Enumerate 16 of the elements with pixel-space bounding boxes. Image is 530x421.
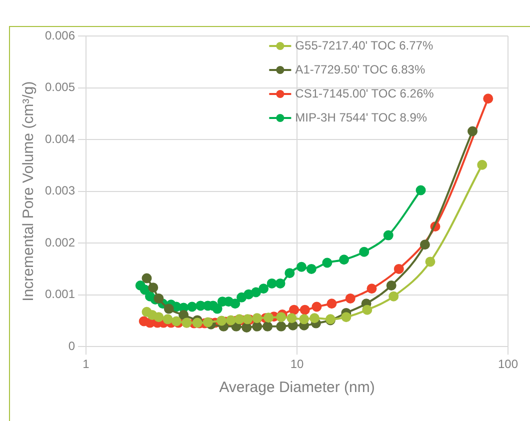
legend-label: G55-7217.40' TOC 6.77% (295, 38, 434, 52)
y-tick-label: 0.006 (45, 28, 76, 42)
y-axis-title: Incremental Pore Volume (cm³/g) (20, 81, 38, 302)
y-tick-label: 0 (68, 338, 76, 353)
legend-label: CS1-7145.00' TOC 6.26% (295, 86, 434, 100)
x-tick-label: 1 (82, 357, 90, 372)
y-tick-label: 0.005 (45, 80, 76, 94)
y-tick-label: 0.001 (45, 287, 76, 302)
y-tick-label: 0.002 (45, 235, 76, 250)
legend-label: A1-7729.50' TOC 6.83% (295, 62, 426, 76)
legend-label: MIP-3H 7544' TOC 8.9% (295, 110, 428, 124)
y-tick-label: 0.004 (45, 132, 76, 146)
x-axis-title: Average Diameter (nm) (219, 379, 375, 396)
x-tick-label: 100 (498, 357, 518, 372)
x-tick-label: 10 (290, 357, 304, 372)
y-tick-label: 0.003 (45, 184, 76, 198)
